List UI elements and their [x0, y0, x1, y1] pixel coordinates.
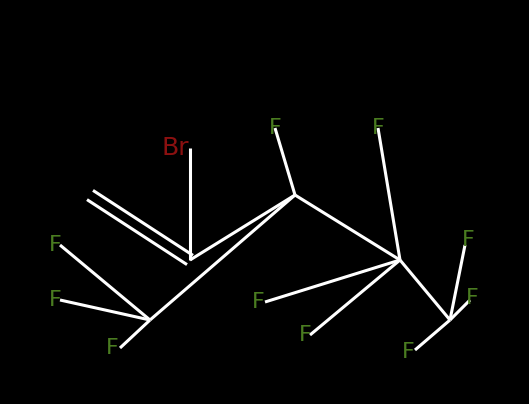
Text: Br: Br	[161, 136, 189, 160]
Text: F: F	[402, 342, 414, 362]
Text: F: F	[299, 325, 312, 345]
Text: F: F	[466, 288, 478, 308]
Text: F: F	[462, 230, 475, 250]
Text: F: F	[106, 338, 118, 358]
Text: F: F	[252, 292, 264, 312]
Text: F: F	[49, 235, 61, 255]
Text: F: F	[49, 290, 61, 310]
Text: F: F	[269, 118, 281, 138]
Text: F: F	[372, 118, 385, 138]
